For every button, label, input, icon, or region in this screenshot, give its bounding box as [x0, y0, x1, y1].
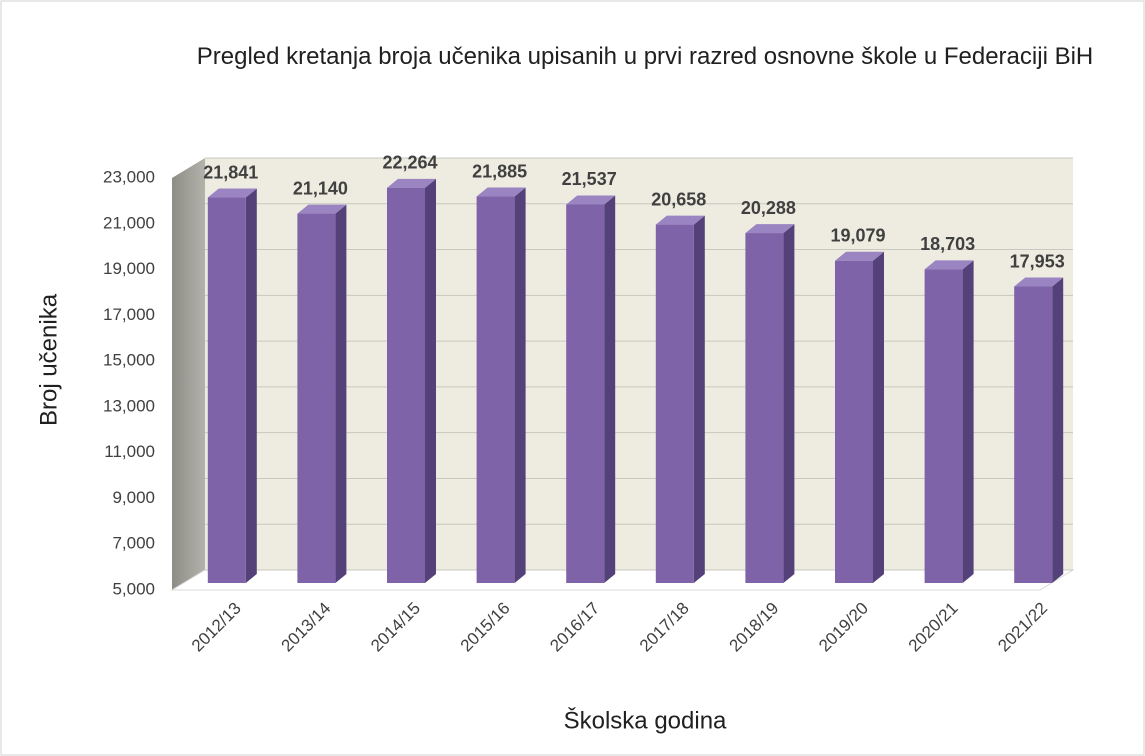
value-label: 21,885 [472, 161, 527, 181]
bar-top [566, 195, 616, 205]
value-label: 20,288 [741, 198, 796, 218]
bar-front [924, 269, 963, 583]
chart-title: Pregled kretanja broja učenika upisanih … [196, 43, 1094, 70]
bar-front [476, 196, 515, 583]
bar-top [655, 215, 705, 225]
bar-front [207, 197, 246, 583]
bar-top [745, 224, 795, 234]
bar-side [335, 204, 347, 583]
bar-side [245, 188, 257, 583]
y-tick-label: 9,000 [112, 488, 155, 507]
bar-side [604, 195, 616, 583]
bar-side [962, 260, 974, 583]
bar [924, 260, 974, 583]
value-label: 21,537 [562, 169, 617, 189]
bar-top [207, 188, 257, 198]
y-tick-label: 21,000 [103, 213, 155, 232]
value-label: 20,658 [651, 189, 706, 209]
value-label: 17,953 [1010, 251, 1065, 271]
y-tick-label: 5,000 [112, 579, 155, 598]
bar-front [835, 260, 873, 583]
side-wall [172, 158, 205, 590]
y-tick-label: 23,000 [103, 167, 155, 186]
y-tick-label: 17,000 [103, 305, 155, 324]
bar-front [387, 187, 425, 583]
bar [835, 251, 884, 584]
y-tick-label: 15,000 [103, 351, 155, 370]
bar-front [745, 233, 784, 584]
y-tick-label: 13,000 [103, 396, 155, 415]
bar-top [924, 260, 974, 270]
bar-top [476, 187, 526, 197]
bar [297, 204, 347, 583]
bar-side [783, 224, 795, 584]
bar [745, 224, 795, 584]
bar-side [693, 215, 705, 583]
bar [655, 215, 705, 583]
bar-front [655, 224, 694, 583]
bar-front [297, 213, 336, 583]
value-label: 22,264 [382, 153, 437, 173]
bar [566, 195, 616, 583]
bar [1014, 277, 1064, 583]
y-axis-label: Broj učenika [35, 293, 62, 426]
value-label: 21,140 [293, 178, 348, 198]
x-axis-label: Školska godina [564, 706, 727, 734]
bar [387, 178, 436, 583]
bar-side [514, 187, 526, 583]
y-tick-label: 7,000 [112, 534, 155, 553]
bar-top [1014, 277, 1064, 287]
value-label: 21,841 [203, 162, 258, 182]
value-label: 19,079 [830, 225, 885, 245]
bar-side [425, 178, 436, 583]
bar-top [835, 251, 884, 261]
bar-side [873, 251, 884, 584]
bar-top [387, 178, 436, 188]
bar-front [1014, 286, 1053, 583]
bar [207, 188, 257, 583]
bar-front [566, 204, 605, 583]
bar [476, 187, 526, 583]
y-tick-label: 11,000 [104, 442, 155, 461]
bar-side [1052, 277, 1064, 583]
bar-top [297, 204, 347, 214]
value-label: 18,703 [920, 234, 975, 254]
y-tick-label: 19,000 [103, 259, 155, 278]
